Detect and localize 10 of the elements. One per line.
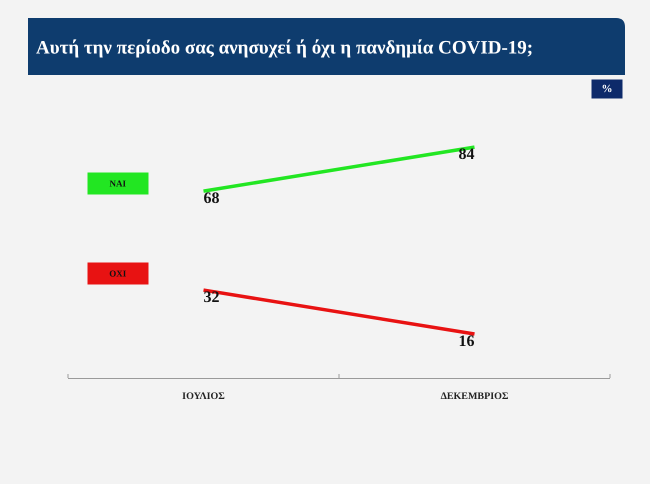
x-tick-label: ΙΟΥΛΙΟΣ: [182, 391, 226, 402]
x-tick-label: ΔΕΚΕΜΒΡΙΟΣ: [440, 391, 509, 402]
data-label: 16: [458, 333, 474, 350]
text: ΝΑΙ: [110, 178, 126, 188]
chart-title: Αυτή την περίοδο σας ανησυχεί ή όχι η πανδημία COVID-19;: [36, 38, 534, 59]
text: %: [602, 83, 612, 95]
text: ΟΧΙ: [109, 268, 127, 278]
data-label: 32: [204, 289, 220, 306]
data-label: 68: [204, 190, 220, 208]
data-label: 84: [458, 146, 474, 164]
